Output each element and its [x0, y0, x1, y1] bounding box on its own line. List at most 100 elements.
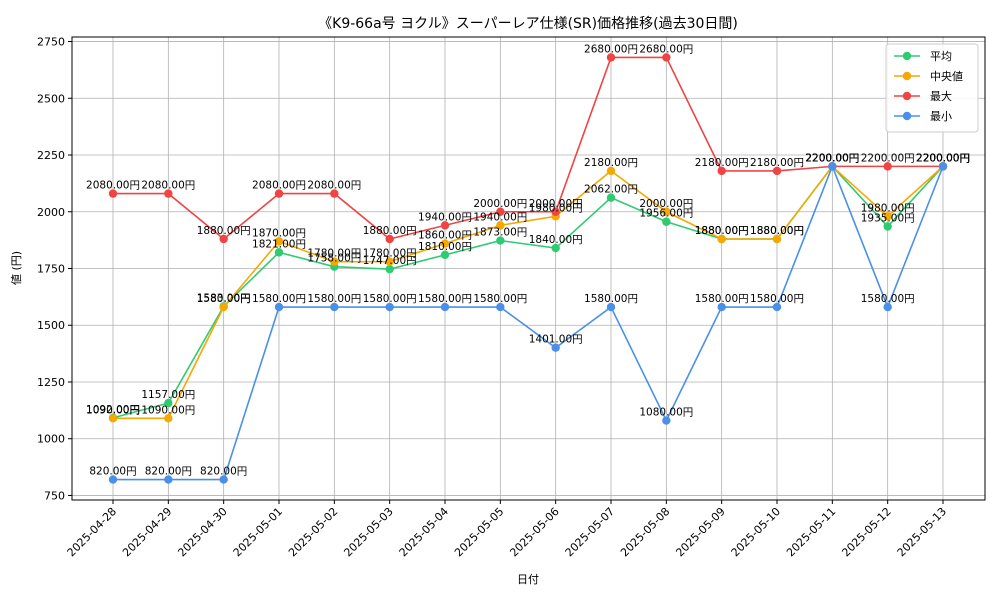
series-point-2 — [164, 414, 173, 423]
x-axis-label: 日付 — [517, 573, 539, 586]
data-label-3: 2080.00円 — [307, 180, 361, 192]
y-tick-label: 750 — [44, 489, 65, 502]
data-label-4: 1580.00円 — [363, 293, 417, 305]
data-label-3: 2000.00円 — [473, 198, 527, 210]
legend-box — [885, 43, 979, 133]
series-point-2 — [440, 239, 450, 248]
data-label-4: 1080.00円 — [639, 407, 693, 419]
series-point-2 — [219, 302, 228, 312]
x-tick-label: 2025-05-06 — [507, 505, 561, 559]
series-point-3 — [606, 53, 616, 62]
data-label-1: 1092.00円 — [86, 404, 140, 416]
x-tick-label: 2025-04-28 — [65, 505, 119, 559]
data-label-4: 1580.00円 — [695, 293, 749, 305]
series-point-1 — [496, 236, 505, 245]
data-label-4: 820.00円 — [200, 466, 247, 478]
series-point-3 — [330, 189, 339, 198]
data-label-3: 2680.00円 — [639, 43, 693, 55]
data-label-4: 820.00円 — [145, 466, 192, 478]
series-point-2 — [772, 234, 782, 244]
data-label-1: 1810.00円 — [418, 241, 472, 253]
series-point-4 — [496, 302, 505, 312]
series-point-4 — [274, 302, 284, 312]
series-point-2 — [496, 221, 505, 230]
data-label-1: 1880.00円 — [695, 225, 749, 237]
data-label-2: 1880.00円 — [750, 225, 804, 237]
y-tick-label: 1000 — [37, 433, 65, 446]
series-point-3 — [883, 162, 892, 171]
data-label-3: 2080.00円 — [141, 180, 195, 192]
series-point-2 — [883, 212, 892, 221]
series-point-4 — [606, 302, 616, 312]
data-label-3: 2080.00円 — [252, 180, 306, 192]
series-point-3 — [662, 53, 671, 62]
series-point-2 — [606, 166, 616, 176]
data-label-4: 2200.00円 — [805, 152, 859, 164]
x-tick-label: 2025-04-30 — [175, 505, 229, 559]
legend-marker-2 — [902, 71, 912, 81]
y-tick-label: 2250 — [37, 149, 65, 162]
series-point-1 — [551, 243, 560, 253]
series-point-1 — [274, 248, 284, 257]
legend-label-2: 中央値 — [930, 70, 963, 83]
data-label-1: 2200.00円 — [916, 152, 970, 164]
series-point-3 — [108, 189, 118, 198]
data-label-4: 1580.00円 — [861, 293, 915, 305]
data-label-1: 1747.00円 — [363, 255, 417, 267]
data-label-2: 1870.00円 — [252, 227, 306, 239]
y-tick-label: 2750 — [37, 36, 65, 49]
data-label-1: 1873.00円 — [473, 227, 527, 239]
data-label-1: 1157.00円 — [141, 389, 195, 401]
data-label-2: 1090.00円 — [141, 404, 195, 416]
series-point-1 — [440, 250, 450, 260]
series-point-4 — [551, 343, 560, 352]
series-point-4 — [938, 162, 948, 171]
series-point-4 — [330, 302, 339, 312]
data-label-3: 2080.00円 — [86, 180, 140, 192]
series-point-1 — [164, 398, 173, 408]
series-point-4 — [385, 302, 394, 312]
series-line-3 — [113, 56, 943, 241]
series-point-4 — [662, 416, 671, 425]
data-label-4: 1580.00円 — [473, 293, 527, 305]
data-label-3: 2180.00円 — [695, 157, 749, 169]
series-point-4 — [108, 475, 118, 484]
data-label-3: 1940.00円 — [418, 211, 472, 223]
data-label-4: 1580.00円 — [307, 293, 361, 305]
data-label-3: 2000.00円 — [529, 198, 583, 210]
data-label-2: 1780.00円 — [363, 248, 417, 260]
data-label-4: 1580.00円 — [750, 293, 804, 305]
series-point-4 — [772, 302, 782, 312]
x-tick-label: 2025-05-11 — [784, 505, 838, 559]
series-point-4 — [440, 302, 450, 312]
series-point-1 — [883, 222, 892, 231]
series-point-2 — [662, 207, 671, 216]
series-point-3 — [496, 207, 505, 216]
series-point-3 — [551, 207, 560, 216]
series-point-3 — [164, 189, 173, 198]
data-label-1: 1956.00円 — [639, 208, 693, 220]
data-label-1: 1583.00円 — [197, 292, 251, 304]
series-point-4 — [219, 475, 228, 484]
data-label-2: 1880.00円 — [695, 225, 749, 237]
legend-label-3: 最大 — [930, 89, 952, 103]
series-point-2 — [330, 257, 339, 266]
legend-marker-4 — [902, 111, 912, 121]
data-label-3: 2200.00円 — [861, 152, 915, 164]
data-label-2: 1980.00円 — [529, 202, 583, 214]
data-label-1: 1840.00円 — [529, 234, 583, 246]
data-label-3: 1880.00円 — [363, 225, 417, 237]
data-label-3: 1880.00円 — [197, 225, 251, 237]
legend-marker-1 — [902, 51, 912, 61]
data-label-2: 1580.00円 — [197, 293, 251, 305]
series-point-3 — [717, 166, 726, 176]
data-label-4: 820.00円 — [89, 466, 136, 478]
data-label-4: 1580.00円 — [252, 293, 306, 305]
series-point-3 — [219, 234, 228, 244]
data-label-1: 1880.00円 — [750, 225, 804, 237]
x-tick-label: 2025-05-01 — [231, 505, 285, 559]
series-point-1 — [662, 217, 671, 226]
data-label-1: 2062.00円 — [584, 184, 638, 196]
x-tick-label: 2025-05-12 — [839, 505, 893, 559]
series-line-2 — [113, 165, 944, 420]
